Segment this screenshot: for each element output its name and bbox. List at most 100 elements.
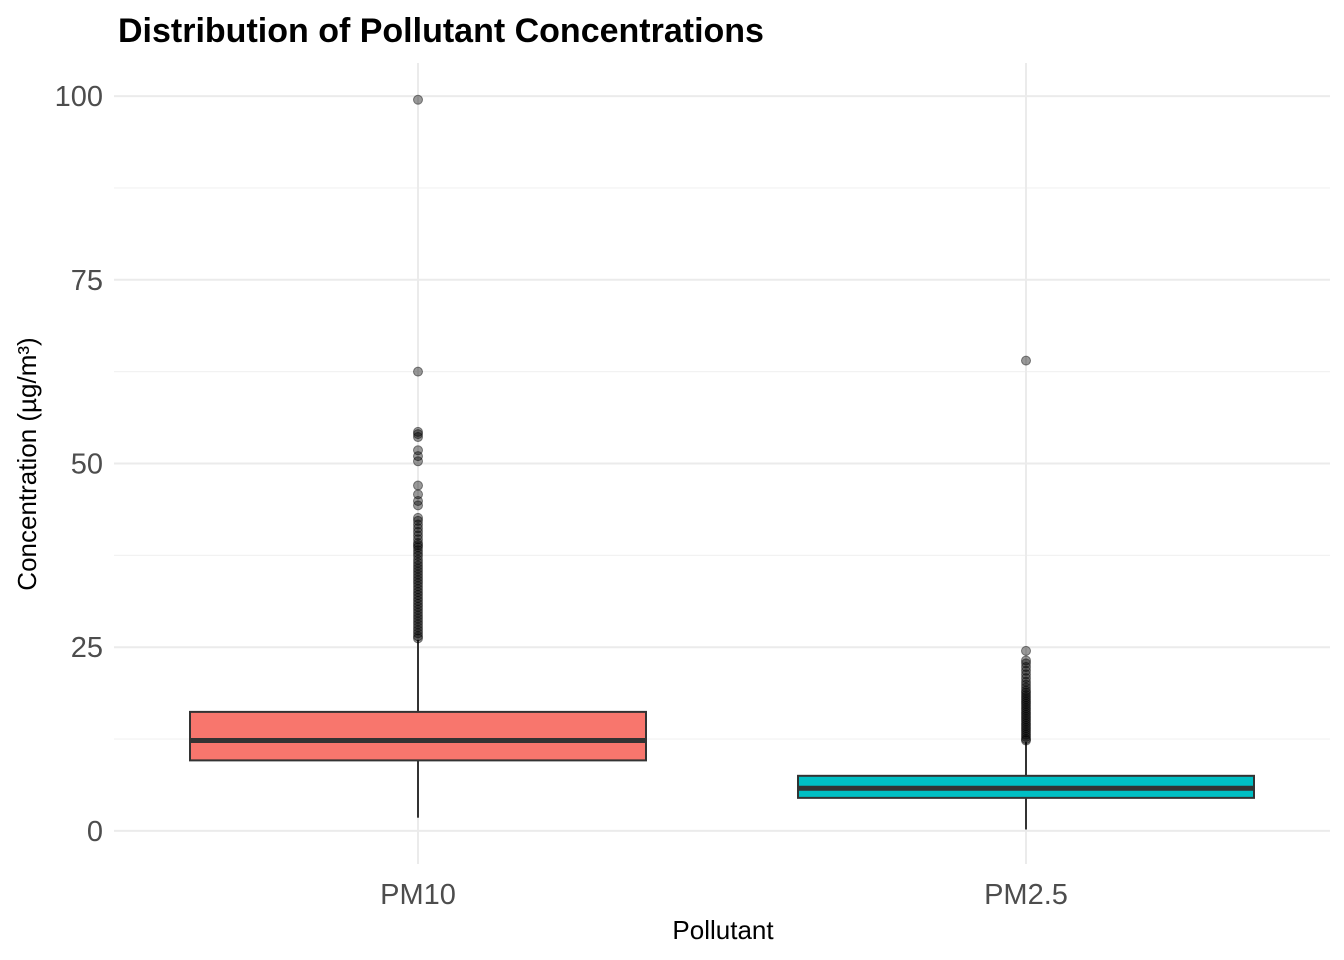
outlier-point	[413, 625, 423, 636]
outlier-point	[413, 616, 423, 627]
outlier-point	[413, 633, 423, 644]
outlier-point	[1021, 645, 1031, 656]
x-tick-label: PM2.5	[984, 879, 1068, 911]
outlier-point	[1021, 698, 1031, 709]
outlier-point	[1021, 718, 1031, 729]
outlier-point	[1021, 729, 1031, 740]
outlier-point	[1021, 709, 1031, 720]
outlier-point	[1021, 676, 1031, 687]
outlier-point	[1021, 665, 1031, 676]
outlier-point	[413, 569, 423, 580]
outlier-point	[413, 578, 423, 589]
outlier-point	[1021, 692, 1031, 703]
outlier-point	[413, 563, 423, 574]
chart-title: Distribution of Pollutant Concentrations	[118, 12, 764, 50]
outlier-point	[413, 557, 423, 568]
outlier-point	[1021, 689, 1031, 700]
outlier-point	[1021, 705, 1031, 716]
outlier-point	[413, 451, 423, 462]
outlier-point	[413, 515, 423, 526]
outlier-point	[413, 426, 423, 437]
y-tick-label: 100	[55, 81, 103, 113]
outlier-point	[413, 540, 423, 551]
outlier-point	[1021, 725, 1031, 736]
outlier-point	[413, 581, 423, 592]
outlier-point	[1021, 669, 1031, 680]
outlier-point	[1021, 701, 1031, 712]
y-tick-label: 0	[87, 816, 103, 848]
x-axis-title: Pollutant	[672, 915, 774, 945]
outlier-point	[413, 542, 423, 553]
outlier-point	[413, 604, 423, 615]
outlier-point	[413, 587, 423, 598]
outlier-point	[1021, 679, 1031, 690]
outlier-point	[413, 432, 423, 443]
outlier-point	[1021, 355, 1031, 366]
outlier-point	[413, 512, 423, 523]
outlier-point	[1021, 720, 1031, 731]
outlier-point	[1021, 716, 1031, 727]
outlier-point	[413, 575, 423, 586]
outlier-point	[413, 94, 423, 105]
outlier-point	[413, 590, 423, 601]
outlier-point	[413, 554, 423, 565]
outlier-point	[1021, 703, 1031, 714]
outlier-point	[413, 607, 423, 618]
outlier-point	[413, 598, 423, 609]
outlier-point	[1021, 707, 1031, 718]
y-axis-tick-labels: 0 25 50 75 100	[55, 81, 103, 848]
outlier-point	[413, 601, 423, 612]
outlier-point	[1021, 687, 1031, 698]
x-tick-label: PM10	[380, 879, 456, 911]
outlier-point	[1021, 696, 1031, 707]
outlier-point	[1021, 658, 1031, 669]
outlier-point	[413, 613, 423, 624]
outlier-point	[413, 456, 423, 467]
x-axis-tick-labels: PM10 PM2.5	[380, 879, 1068, 911]
outlier-point	[413, 566, 423, 577]
outlier-point	[1021, 694, 1031, 705]
outlier-point	[1021, 723, 1031, 734]
outlier-point	[413, 519, 423, 530]
outlier-point	[1021, 682, 1031, 693]
outlier-point	[413, 595, 423, 606]
outlier-point	[413, 628, 423, 639]
outlier-point	[413, 622, 423, 633]
outlier-point	[1021, 673, 1031, 684]
y-tick-label: 75	[71, 265, 103, 297]
outlier-point	[1021, 735, 1031, 746]
outlier-point	[413, 523, 423, 534]
outlier-point	[413, 495, 423, 506]
box-pm10	[189, 94, 647, 818]
outlier-point	[1021, 662, 1031, 673]
outlier-point	[1021, 731, 1031, 742]
outlier-point	[413, 610, 423, 621]
outlier-point	[413, 619, 423, 630]
outlier-point	[413, 631, 423, 642]
outlier-point	[413, 545, 423, 556]
outlier-point	[1021, 734, 1031, 745]
outlier-point	[1021, 712, 1031, 723]
outlier-point	[413, 537, 423, 548]
outlier-point	[413, 548, 423, 559]
outlier-point	[413, 526, 423, 537]
outlier-point	[1021, 714, 1031, 725]
outlier-point	[1021, 727, 1031, 738]
outlier-point	[413, 560, 423, 571]
y-tick-label: 25	[71, 632, 103, 664]
outlier-point	[413, 480, 423, 491]
outlier-point	[1021, 685, 1031, 696]
box-plots	[189, 94, 1255, 830]
outlier-point	[1021, 655, 1031, 666]
outlier-point	[413, 592, 423, 603]
outlier-point	[413, 534, 423, 545]
outlier-point	[413, 366, 423, 377]
outlier-point	[413, 584, 423, 595]
box-pm25	[797, 355, 1255, 830]
outlier-point	[413, 530, 423, 541]
outlier-point	[413, 500, 423, 511]
interquartile-box	[189, 710, 647, 762]
y-tick-label: 50	[71, 449, 103, 481]
outlier-point	[413, 572, 423, 583]
